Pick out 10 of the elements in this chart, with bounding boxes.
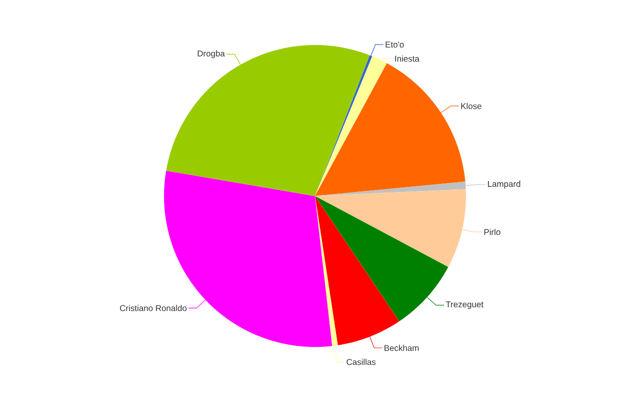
slice-label: Klose [461,102,482,110]
slice-label: Iniesta [395,55,420,62]
slice-label: Beckham [384,344,419,351]
slice-label: Pirlo [484,228,500,236]
slice-label: Lampard [488,180,520,189]
slice-label: Eto'o [386,42,404,48]
slice-label: Drogba [198,50,225,58]
slice-label: Casillas [346,358,376,365]
slice-label: Trezeguet [446,301,484,310]
slice-label: Cristiano Ronaldo [120,304,187,312]
